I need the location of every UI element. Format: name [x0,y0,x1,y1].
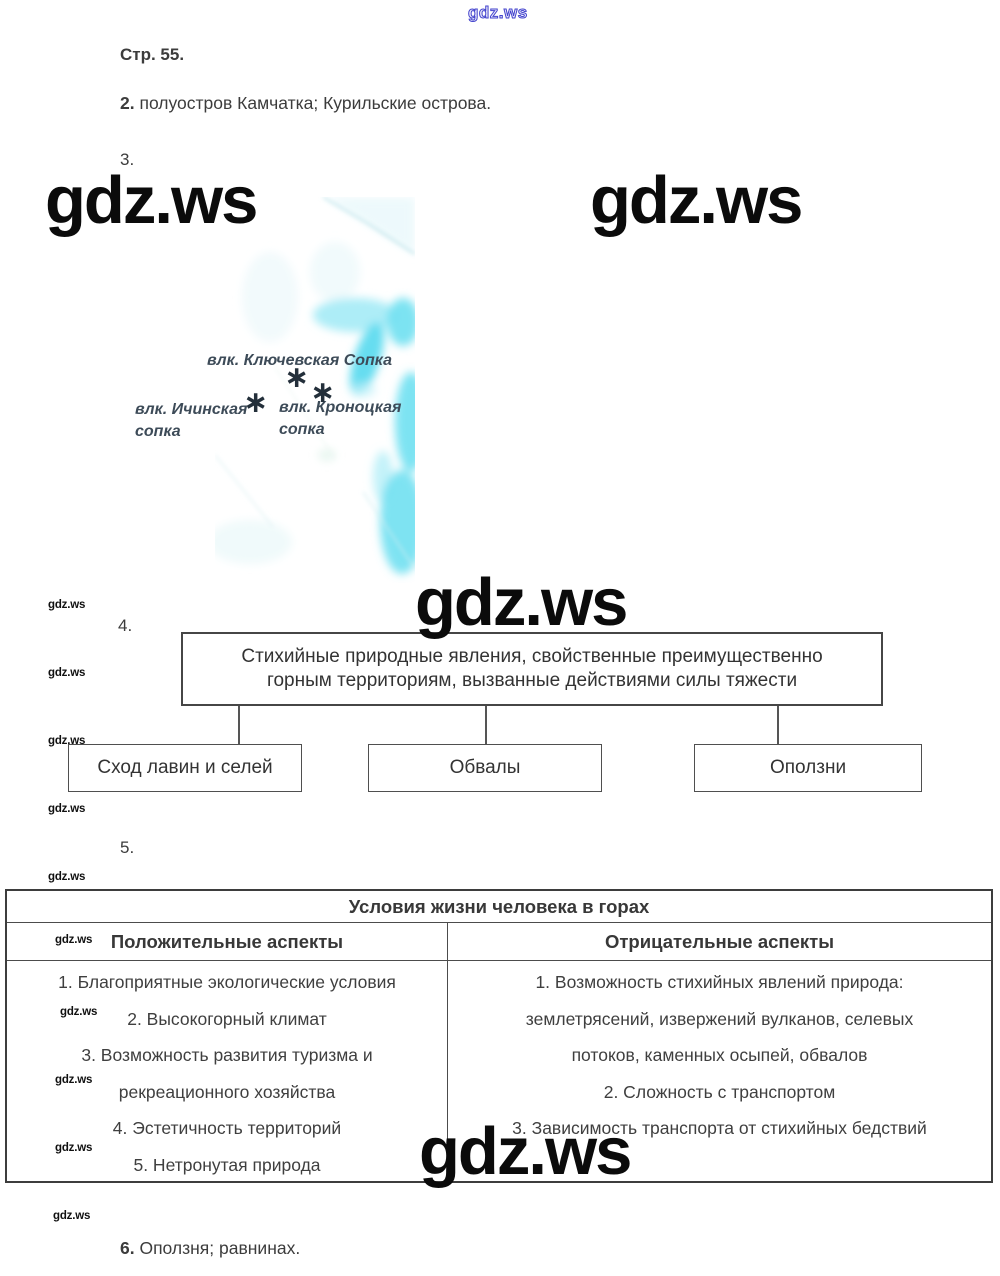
table-header-positive: Положительные аспекты [7,923,448,960]
watermark-margin: gdz.ws [48,599,86,611]
table-line: 5. Нетронутая природа [133,1154,321,1175]
watermark-margin: gdz.ws [60,1006,98,1018]
watermark-margin: gdz.ws [55,934,93,946]
table-line: 3. Возможность развития туризма и [81,1045,373,1065]
watermark-margin: gdz.ws [48,803,86,815]
table-body-row: 1. Благоприятные экологические условия 2… [7,961,991,1181]
flowchart-child-rockfalls: Обвалы [368,744,602,792]
watermark-large-right: gdz.ws [590,163,803,238]
answer-item-5-number: 5. [120,838,135,857]
answer-2-number: 2. [120,93,135,113]
flowchart-connector [777,706,779,744]
watermark-large-left: gdz.ws [45,163,258,238]
table-cell-negative: 1. Возможность стихийных явлений природа… [448,961,991,1181]
answer-item-3-number: 3. [120,150,135,169]
answer-item-4-number: 4. [118,616,133,635]
answer-6-text: Оползня; равнинах. [134,1238,301,1258]
table-line: 2. Сложность с транспортом [603,1081,836,1102]
answer-6-number: 6. [120,1238,135,1258]
volcano-label-line: сопка [279,421,325,438]
table-line: 3. Зависимость транспорта от стихийных б… [512,1118,927,1138]
table-cell-positive: 1. Благоприятные экологические условия 2… [7,961,448,1181]
watermark-large-bottom: gdz.ws [419,1114,632,1189]
volcano-marker-icon: ∗ [310,375,336,410]
volcano-label-kronotskaya: влк. Кроноцкая сопка [279,397,401,441]
flowchart-root-line2: горным территориям, вызванные действиями… [266,670,798,691]
conditions-table: Условия жизни человека в горах Положител… [5,889,993,1183]
table-line: потоков, каменных осыпей, обвалов [571,1045,868,1065]
kamchatka-map-image [215,197,415,574]
flowchart-root-box: Стихийные природные явления, свойственны… [181,632,883,706]
volcano-label-ichinskaya: влк. Ичинская сопка [135,399,247,443]
volcano-marker-icon: ∗ [284,360,310,395]
table-line: 1. Возможность стихийных явлений природа… [535,972,904,992]
table-line: 1. Благоприятные экологические условия [58,972,396,992]
watermark-large-middle: gdz.ws [415,565,628,640]
volcano-label-line: влк. Кроноцкая [279,399,402,416]
answer-2-text: полуостров Камчатка; Курильские острова. [134,93,492,113]
watermark-margin: gdz.ws [48,735,86,747]
table-line: 4. Эстетичность территорий [112,1118,342,1138]
table-line: рекреационного хозяйства [118,1081,336,1102]
volcano-label-line: сопка [135,423,181,440]
flowchart-connector [238,706,240,744]
answer-item-6: 6. Оползня; равнинах. [120,1238,300,1258]
volcano-label-line: влк. Ичинская [135,401,248,418]
flowchart-connector [485,706,487,744]
watermark-margin: gdz.ws [53,1210,91,1222]
table-line: землетрясений, извержений вулканов, селе… [525,1008,914,1029]
watermark-top-outline: gdz.ws [468,3,528,23]
table-header-row: Положительные аспекты Отрицательные аспе… [7,923,991,961]
table-line: 2. Высокогорный климат [127,1008,327,1029]
watermark-margin: gdz.ws [55,1142,93,1154]
page-title: Стр. 55. [120,45,185,64]
flowchart-child-avalanches: Сход лавин и селей [68,744,302,792]
watermark-margin: gdz.ws [48,667,86,679]
volcano-label-klyuchevskaya: влк. Ключевская Сопка [207,352,392,369]
flowchart-child-landslides: Оползни [694,744,922,792]
answer-item-2: 2. полуостров Камчатка; Курильские остро… [120,93,491,113]
volcano-marker-icon: ∗ [243,385,269,420]
table-title: Условия жизни человека в горах [7,891,991,923]
watermark-margin: gdz.ws [55,1074,93,1086]
table-header-negative: Отрицательные аспекты [604,930,835,952]
watermark-margin: gdz.ws [48,871,86,883]
flowchart-root-line1: Стихийные природные явления, свойственны… [241,646,823,667]
